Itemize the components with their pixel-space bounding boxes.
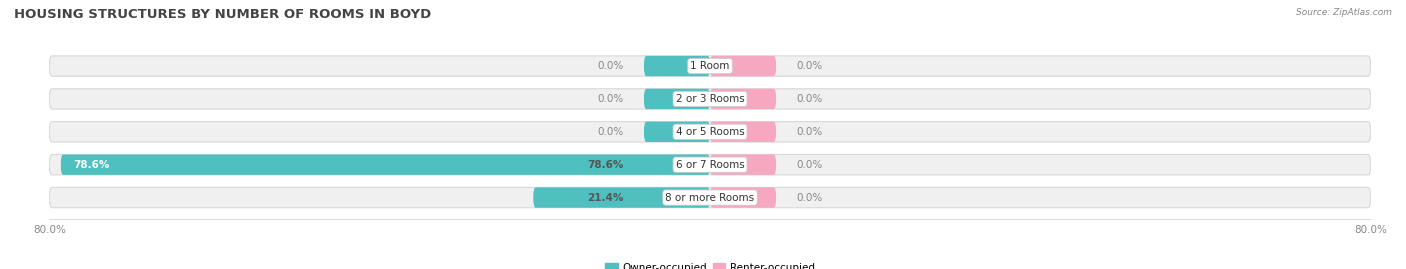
- FancyBboxPatch shape: [644, 56, 710, 76]
- FancyBboxPatch shape: [49, 122, 1371, 142]
- FancyBboxPatch shape: [710, 122, 776, 142]
- Text: 0.0%: 0.0%: [797, 61, 823, 71]
- Text: 6 or 7 Rooms: 6 or 7 Rooms: [676, 160, 744, 170]
- FancyBboxPatch shape: [60, 154, 710, 175]
- FancyBboxPatch shape: [49, 154, 1371, 175]
- FancyBboxPatch shape: [710, 89, 776, 109]
- FancyBboxPatch shape: [533, 187, 710, 208]
- Text: 0.0%: 0.0%: [598, 94, 623, 104]
- Text: 4 or 5 Rooms: 4 or 5 Rooms: [676, 127, 744, 137]
- FancyBboxPatch shape: [49, 187, 1371, 208]
- Text: 0.0%: 0.0%: [797, 94, 823, 104]
- Text: Source: ZipAtlas.com: Source: ZipAtlas.com: [1296, 8, 1392, 17]
- Text: 8 or more Rooms: 8 or more Rooms: [665, 193, 755, 203]
- Text: 0.0%: 0.0%: [797, 160, 823, 170]
- Text: 0.0%: 0.0%: [598, 61, 623, 71]
- Text: 78.6%: 78.6%: [73, 160, 110, 170]
- FancyBboxPatch shape: [710, 154, 776, 175]
- Text: HOUSING STRUCTURES BY NUMBER OF ROOMS IN BOYD: HOUSING STRUCTURES BY NUMBER OF ROOMS IN…: [14, 8, 432, 21]
- Text: 0.0%: 0.0%: [598, 127, 623, 137]
- FancyBboxPatch shape: [710, 56, 776, 76]
- Text: 0.0%: 0.0%: [797, 127, 823, 137]
- Text: 2 or 3 Rooms: 2 or 3 Rooms: [676, 94, 744, 104]
- Text: 1 Room: 1 Room: [690, 61, 730, 71]
- FancyBboxPatch shape: [644, 122, 710, 142]
- FancyBboxPatch shape: [49, 89, 1371, 109]
- FancyBboxPatch shape: [710, 187, 776, 208]
- FancyBboxPatch shape: [644, 89, 710, 109]
- FancyBboxPatch shape: [49, 56, 1371, 76]
- Text: 78.6%: 78.6%: [586, 160, 623, 170]
- Text: 0.0%: 0.0%: [797, 193, 823, 203]
- Text: 21.4%: 21.4%: [586, 193, 623, 203]
- Legend: Owner-occupied, Renter-occupied: Owner-occupied, Renter-occupied: [602, 259, 818, 269]
